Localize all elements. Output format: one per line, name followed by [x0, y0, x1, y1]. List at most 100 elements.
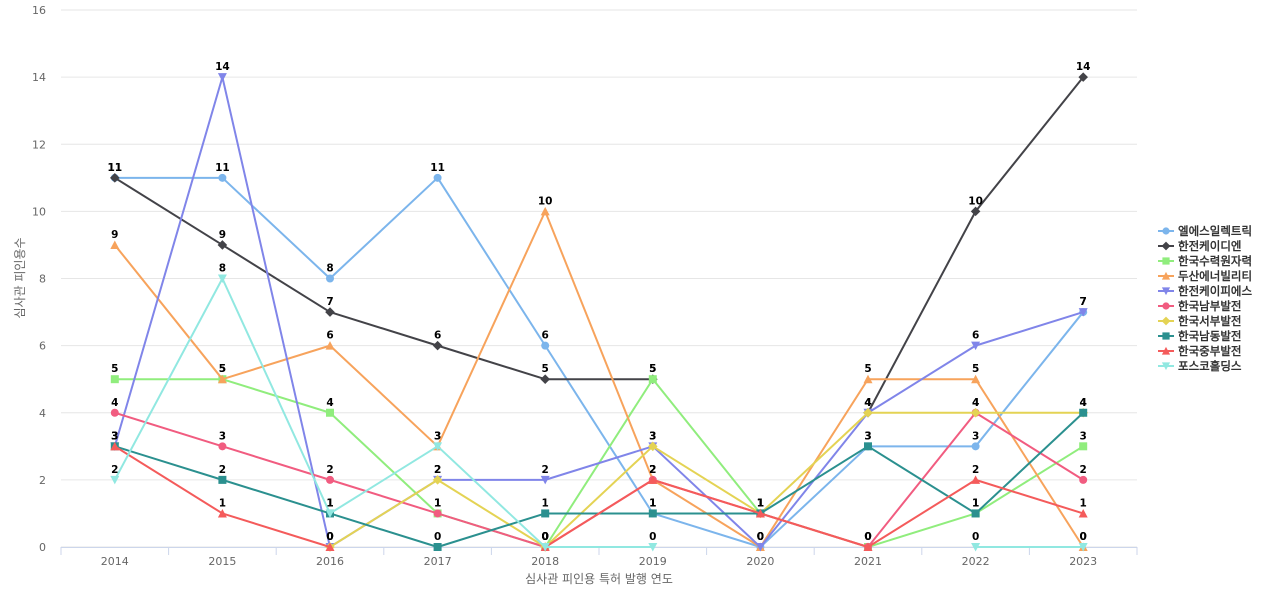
- series-line: [113, 76, 1085, 548]
- data-label: 2: [649, 464, 656, 476]
- data-label: 4: [111, 397, 118, 409]
- point-marker: [1161, 316, 1171, 326]
- point-marker: [863, 542, 873, 551]
- y-tick-label: 16: [32, 4, 46, 17]
- data-label: 0: [326, 531, 333, 543]
- data-label: 5: [219, 363, 226, 375]
- point-marker: [325, 307, 335, 317]
- data-label: 7: [1080, 296, 1087, 308]
- data-label: 1: [1080, 497, 1087, 509]
- y-tick-label: 14: [32, 71, 46, 84]
- data-label: 0: [1080, 531, 1087, 543]
- point-marker: [971, 374, 981, 384]
- data-label: 0: [542, 531, 549, 543]
- point-marker: [541, 341, 550, 350]
- x-tick-label: 2018: [531, 555, 559, 568]
- data-label: 9: [111, 229, 118, 241]
- legend-item: 한국중부발전: [1158, 344, 1241, 358]
- point-marker: [326, 408, 334, 417]
- data-label: 3: [649, 430, 656, 442]
- data-label: 2: [1080, 464, 1087, 476]
- data-label: 11: [430, 162, 445, 174]
- point-marker: [971, 341, 981, 351]
- point-marker: [971, 475, 981, 484]
- data-label: 9: [219, 229, 226, 241]
- series-1: [110, 72, 1088, 418]
- point-marker: [1078, 308, 1088, 317]
- point-marker: [218, 173, 227, 182]
- data-label: 11: [215, 162, 230, 174]
- data-label: 10: [968, 195, 983, 207]
- legend-label: 한국남부발전: [1178, 299, 1241, 313]
- data-label: 1: [219, 497, 226, 509]
- point-marker: [217, 508, 227, 518]
- data-label: 4: [864, 397, 871, 409]
- point-marker: [1161, 362, 1171, 371]
- point-marker: [110, 475, 120, 485]
- point-marker: [1162, 332, 1170, 340]
- data-label: 5: [864, 363, 871, 375]
- data-label: 14: [215, 61, 230, 73]
- data-label: 5: [972, 363, 979, 375]
- point-marker: [648, 475, 658, 484]
- gridlines: [61, 9, 1137, 548]
- y-tick-label: 4: [39, 407, 46, 420]
- data-label: 1: [757, 497, 764, 509]
- point-marker: [325, 542, 335, 551]
- point-marker: [110, 240, 120, 249]
- data-label: 4: [864, 397, 871, 409]
- point-marker: [541, 509, 550, 518]
- point-marker: [1161, 287, 1171, 296]
- data-label: 1: [434, 497, 441, 509]
- data-label: 6: [326, 330, 333, 342]
- data-label: 0: [649, 531, 656, 543]
- data-label: 0: [542, 531, 549, 543]
- point-marker: [755, 508, 765, 518]
- point-marker: [110, 441, 120, 451]
- data-label: 0: [757, 531, 764, 543]
- data-label: 1: [757, 497, 764, 509]
- data-label: 10: [538, 195, 553, 207]
- data-label: 1: [972, 497, 979, 509]
- point-marker: [1161, 346, 1171, 355]
- point-marker: [218, 475, 227, 484]
- x-tick-label: 2014: [101, 555, 129, 568]
- point-marker: [326, 475, 334, 484]
- point-marker: [971, 442, 980, 451]
- legend-item: 포스코홀딩스: [1158, 359, 1242, 373]
- legend-label: 엘에스일렉트릭: [1178, 224, 1252, 238]
- series-line: [113, 176, 654, 381]
- point-marker: [863, 407, 873, 418]
- legend-item: 한국남부발전: [1158, 299, 1241, 313]
- point-marker: [217, 274, 227, 283]
- data-label: 0: [864, 531, 871, 543]
- data-label: 3: [111, 430, 118, 442]
- data-label: 11: [107, 162, 122, 174]
- data-label: 3: [434, 430, 441, 442]
- point-marker: [648, 441, 658, 452]
- point-marker: [970, 407, 981, 418]
- data-label: 8: [219, 263, 226, 275]
- legend: 엘에스일렉트릭한전케이디엔한국수력원자력두산에너빌리티한전케이피에스한국남부발전…: [1158, 224, 1252, 373]
- point-marker: [325, 509, 335, 518]
- legend-label: 한국수력원자력: [1178, 254, 1252, 268]
- data-label: 11: [107, 162, 122, 174]
- data-label: 2: [649, 464, 656, 476]
- data-label: 5: [542, 363, 549, 375]
- y-tick-label: 8: [39, 273, 46, 286]
- point-marker: [217, 73, 227, 82]
- data-label: 3: [649, 430, 656, 442]
- data-label: 0: [542, 531, 549, 543]
- point-marker: [1161, 241, 1171, 251]
- data-label: 0: [757, 531, 764, 543]
- series-9: [110, 274, 1088, 552]
- point-marker: [540, 475, 550, 485]
- data-label: 1: [542, 497, 549, 509]
- data-label: 0: [434, 531, 441, 543]
- point-marker: [755, 543, 765, 552]
- point-marker: [540, 206, 550, 216]
- point-marker: [971, 543, 981, 552]
- data-label: 1: [757, 497, 764, 509]
